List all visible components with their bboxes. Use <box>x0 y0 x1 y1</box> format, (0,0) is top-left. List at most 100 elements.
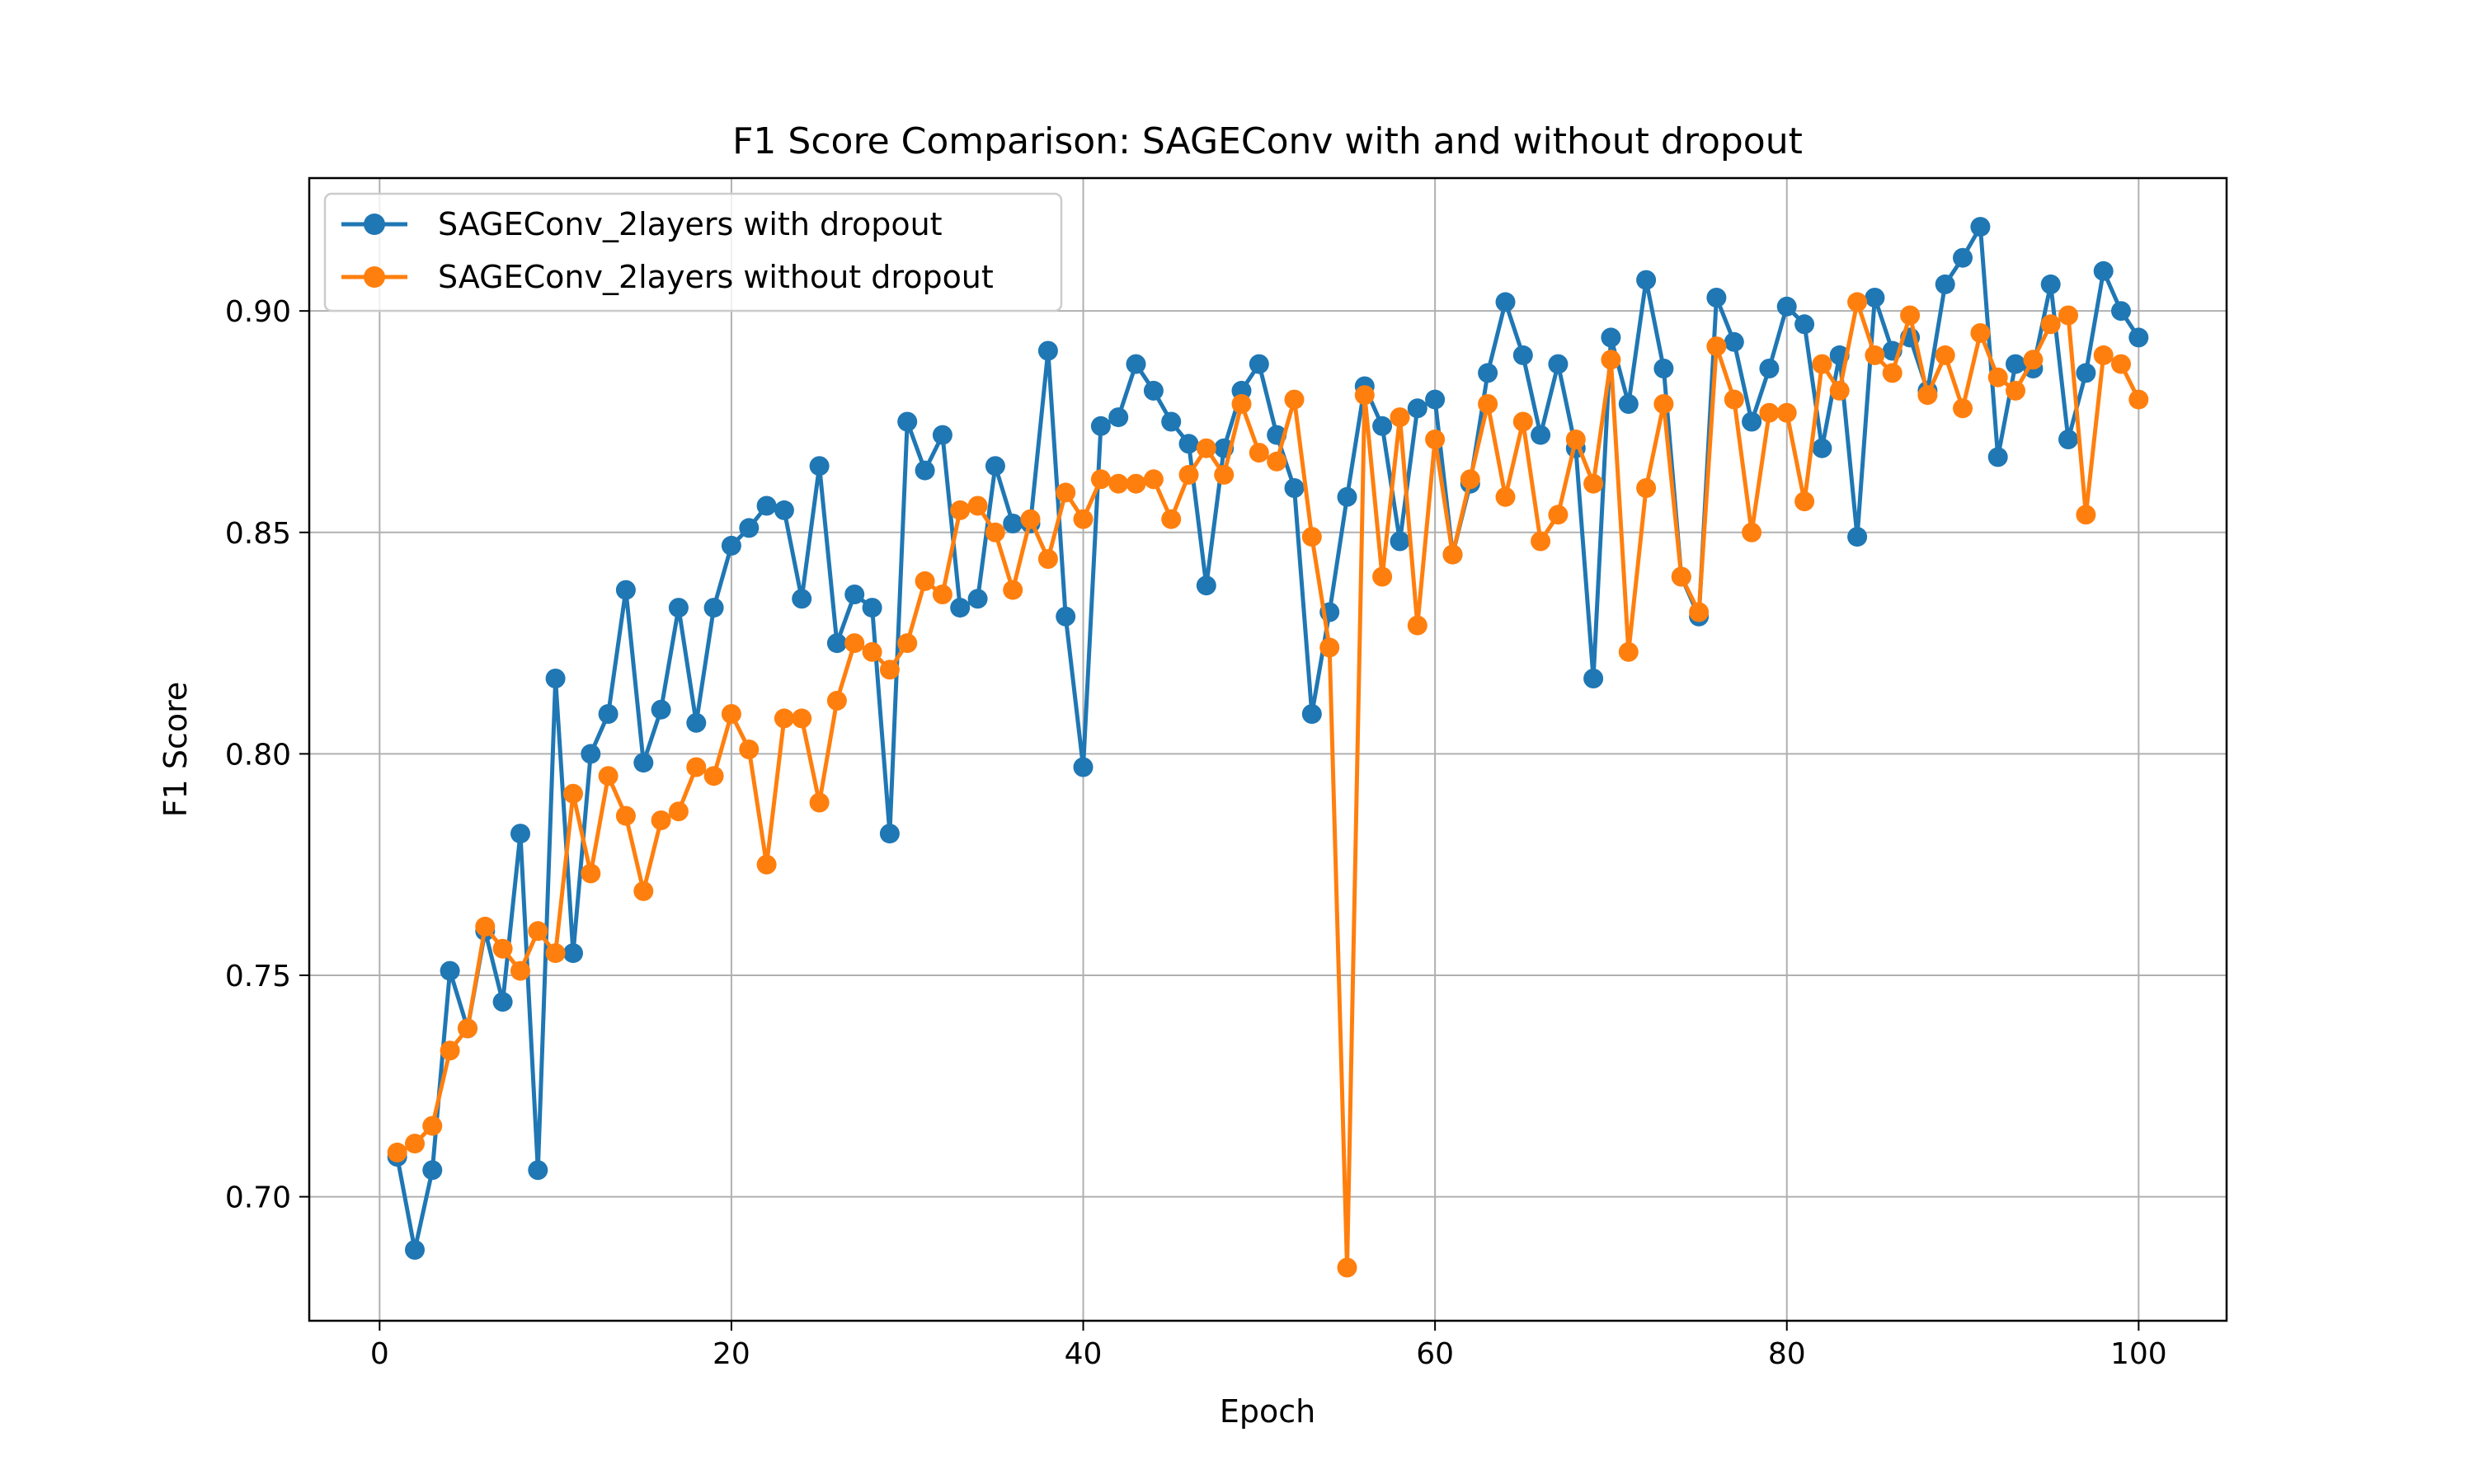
series-2-point <box>1653 394 1674 414</box>
series-2 <box>387 292 2149 1278</box>
series-1-point <box>1935 274 1955 294</box>
series-2-point <box>2076 505 2096 525</box>
series-2-point <box>1865 345 1885 365</box>
series-1-point <box>545 669 566 688</box>
series-2-point <box>703 766 724 787</box>
series-2-point <box>809 792 830 813</box>
series-2-point <box>563 783 583 804</box>
series-2-point <box>897 633 918 654</box>
series-1-point <box>510 824 530 844</box>
series-2-point <box>405 1134 425 1154</box>
series-2-point <box>932 585 952 604</box>
series-1-point <box>844 585 865 604</box>
series-2-point <box>686 757 707 777</box>
series-2-point <box>1478 394 1498 414</box>
series-2-point <box>1565 430 1586 449</box>
y-tick-label: 0.80 <box>225 738 291 772</box>
series-1-point <box>1812 438 1832 458</box>
series-2-point <box>1794 491 1815 512</box>
series-1-point <box>2006 354 2025 374</box>
ticks: 0 20 40 60 80 100 0.70 0.75 0.80 0.85 0.90 <box>225 295 2167 1371</box>
series-2-point <box>422 1115 443 1136</box>
series-2-point <box>1267 451 1287 472</box>
series-2-point <box>1776 402 1797 423</box>
series-2-point <box>1249 443 1269 463</box>
series-1-point <box>1759 359 1780 378</box>
series-1-point <box>1037 340 1058 361</box>
series-1-point <box>1337 486 1357 507</box>
series-2-point <box>1724 389 1744 410</box>
series-1-point <box>1776 296 1797 317</box>
series-1-point <box>1249 354 1269 374</box>
series-2-point <box>1970 323 1991 343</box>
series-2-point <box>651 810 671 830</box>
series-1-point <box>792 589 812 609</box>
series-2-point <box>915 571 935 591</box>
series-2-point <box>1073 509 1094 529</box>
y-tick-label: 0.85 <box>225 517 291 551</box>
series-1-point <box>2128 327 2149 348</box>
series-2-point <box>1425 430 1446 449</box>
series-1-point <box>879 824 900 844</box>
series-1-point <box>1847 527 1868 547</box>
series-1-point <box>1742 411 1762 432</box>
series-2-point <box>2023 350 2044 370</box>
series-1-point <box>405 1240 425 1260</box>
series-2-point <box>1407 615 1427 636</box>
series-2-point <box>1143 469 1164 490</box>
series-1-point <box>686 712 707 733</box>
series-2-point <box>1284 389 1305 410</box>
y-axis-label: F1 Score <box>158 682 194 818</box>
series-2-point <box>668 801 689 822</box>
series-2-point <box>1917 385 1938 406</box>
series-1-point <box>1161 411 1182 432</box>
series-1-point <box>1970 217 1991 237</box>
series-1-point <box>703 598 724 618</box>
series-2-point <box>862 641 882 662</box>
series-layer <box>387 217 2149 1278</box>
series-1-point <box>1583 669 1604 688</box>
series-1-point <box>1390 531 1410 552</box>
series-1-point <box>1178 434 1199 454</box>
series-2-point <box>1671 566 1691 587</box>
series-2-point <box>1987 367 2008 387</box>
series-2-point <box>545 943 566 964</box>
series-1-point <box>1073 757 1094 777</box>
series-1-point <box>756 495 777 516</box>
series-2-point <box>1390 407 1410 428</box>
series-1-point <box>721 535 741 556</box>
series-1-point <box>1407 398 1427 419</box>
series-2-point <box>1126 473 1146 494</box>
series-1-point <box>1495 292 1516 312</box>
series-2-point <box>1512 411 1533 432</box>
series-2-point <box>1196 438 1216 458</box>
series-1-point <box>1108 407 1129 428</box>
series-1-point <box>1636 270 1657 290</box>
y-tick-label: 0.70 <box>225 1181 291 1215</box>
series-2-point <box>1583 473 1604 494</box>
x-tick-label: 60 <box>1416 1337 1454 1371</box>
series-1-point <box>1056 606 1076 627</box>
series-2-point <box>1829 380 1850 401</box>
series-1-point <box>1865 288 1885 308</box>
series-2-point <box>1618 641 1639 662</box>
series-2-point <box>1301 527 1322 547</box>
series-1-point <box>1724 331 1744 352</box>
series-2-point <box>2058 305 2078 326</box>
y-tick-label: 0.90 <box>225 295 291 329</box>
series-2-point <box>1231 394 1252 414</box>
series-1-point <box>985 456 1005 477</box>
series-2-point <box>967 495 988 516</box>
series-2-point <box>792 708 812 729</box>
chart-title: F1 Score Comparison: SAGEConv with and w… <box>732 120 1803 162</box>
series-1-point <box>598 704 618 724</box>
series-2-point <box>1161 509 1182 529</box>
series-2-point <box>2040 314 2061 335</box>
series-2-point <box>387 1142 407 1162</box>
series-1-point <box>633 753 654 773</box>
series-2-point <box>1847 292 1868 312</box>
series-1-point <box>1301 704 1322 724</box>
series-1-point <box>1618 394 1639 414</box>
series-2-point <box>1056 482 1076 503</box>
